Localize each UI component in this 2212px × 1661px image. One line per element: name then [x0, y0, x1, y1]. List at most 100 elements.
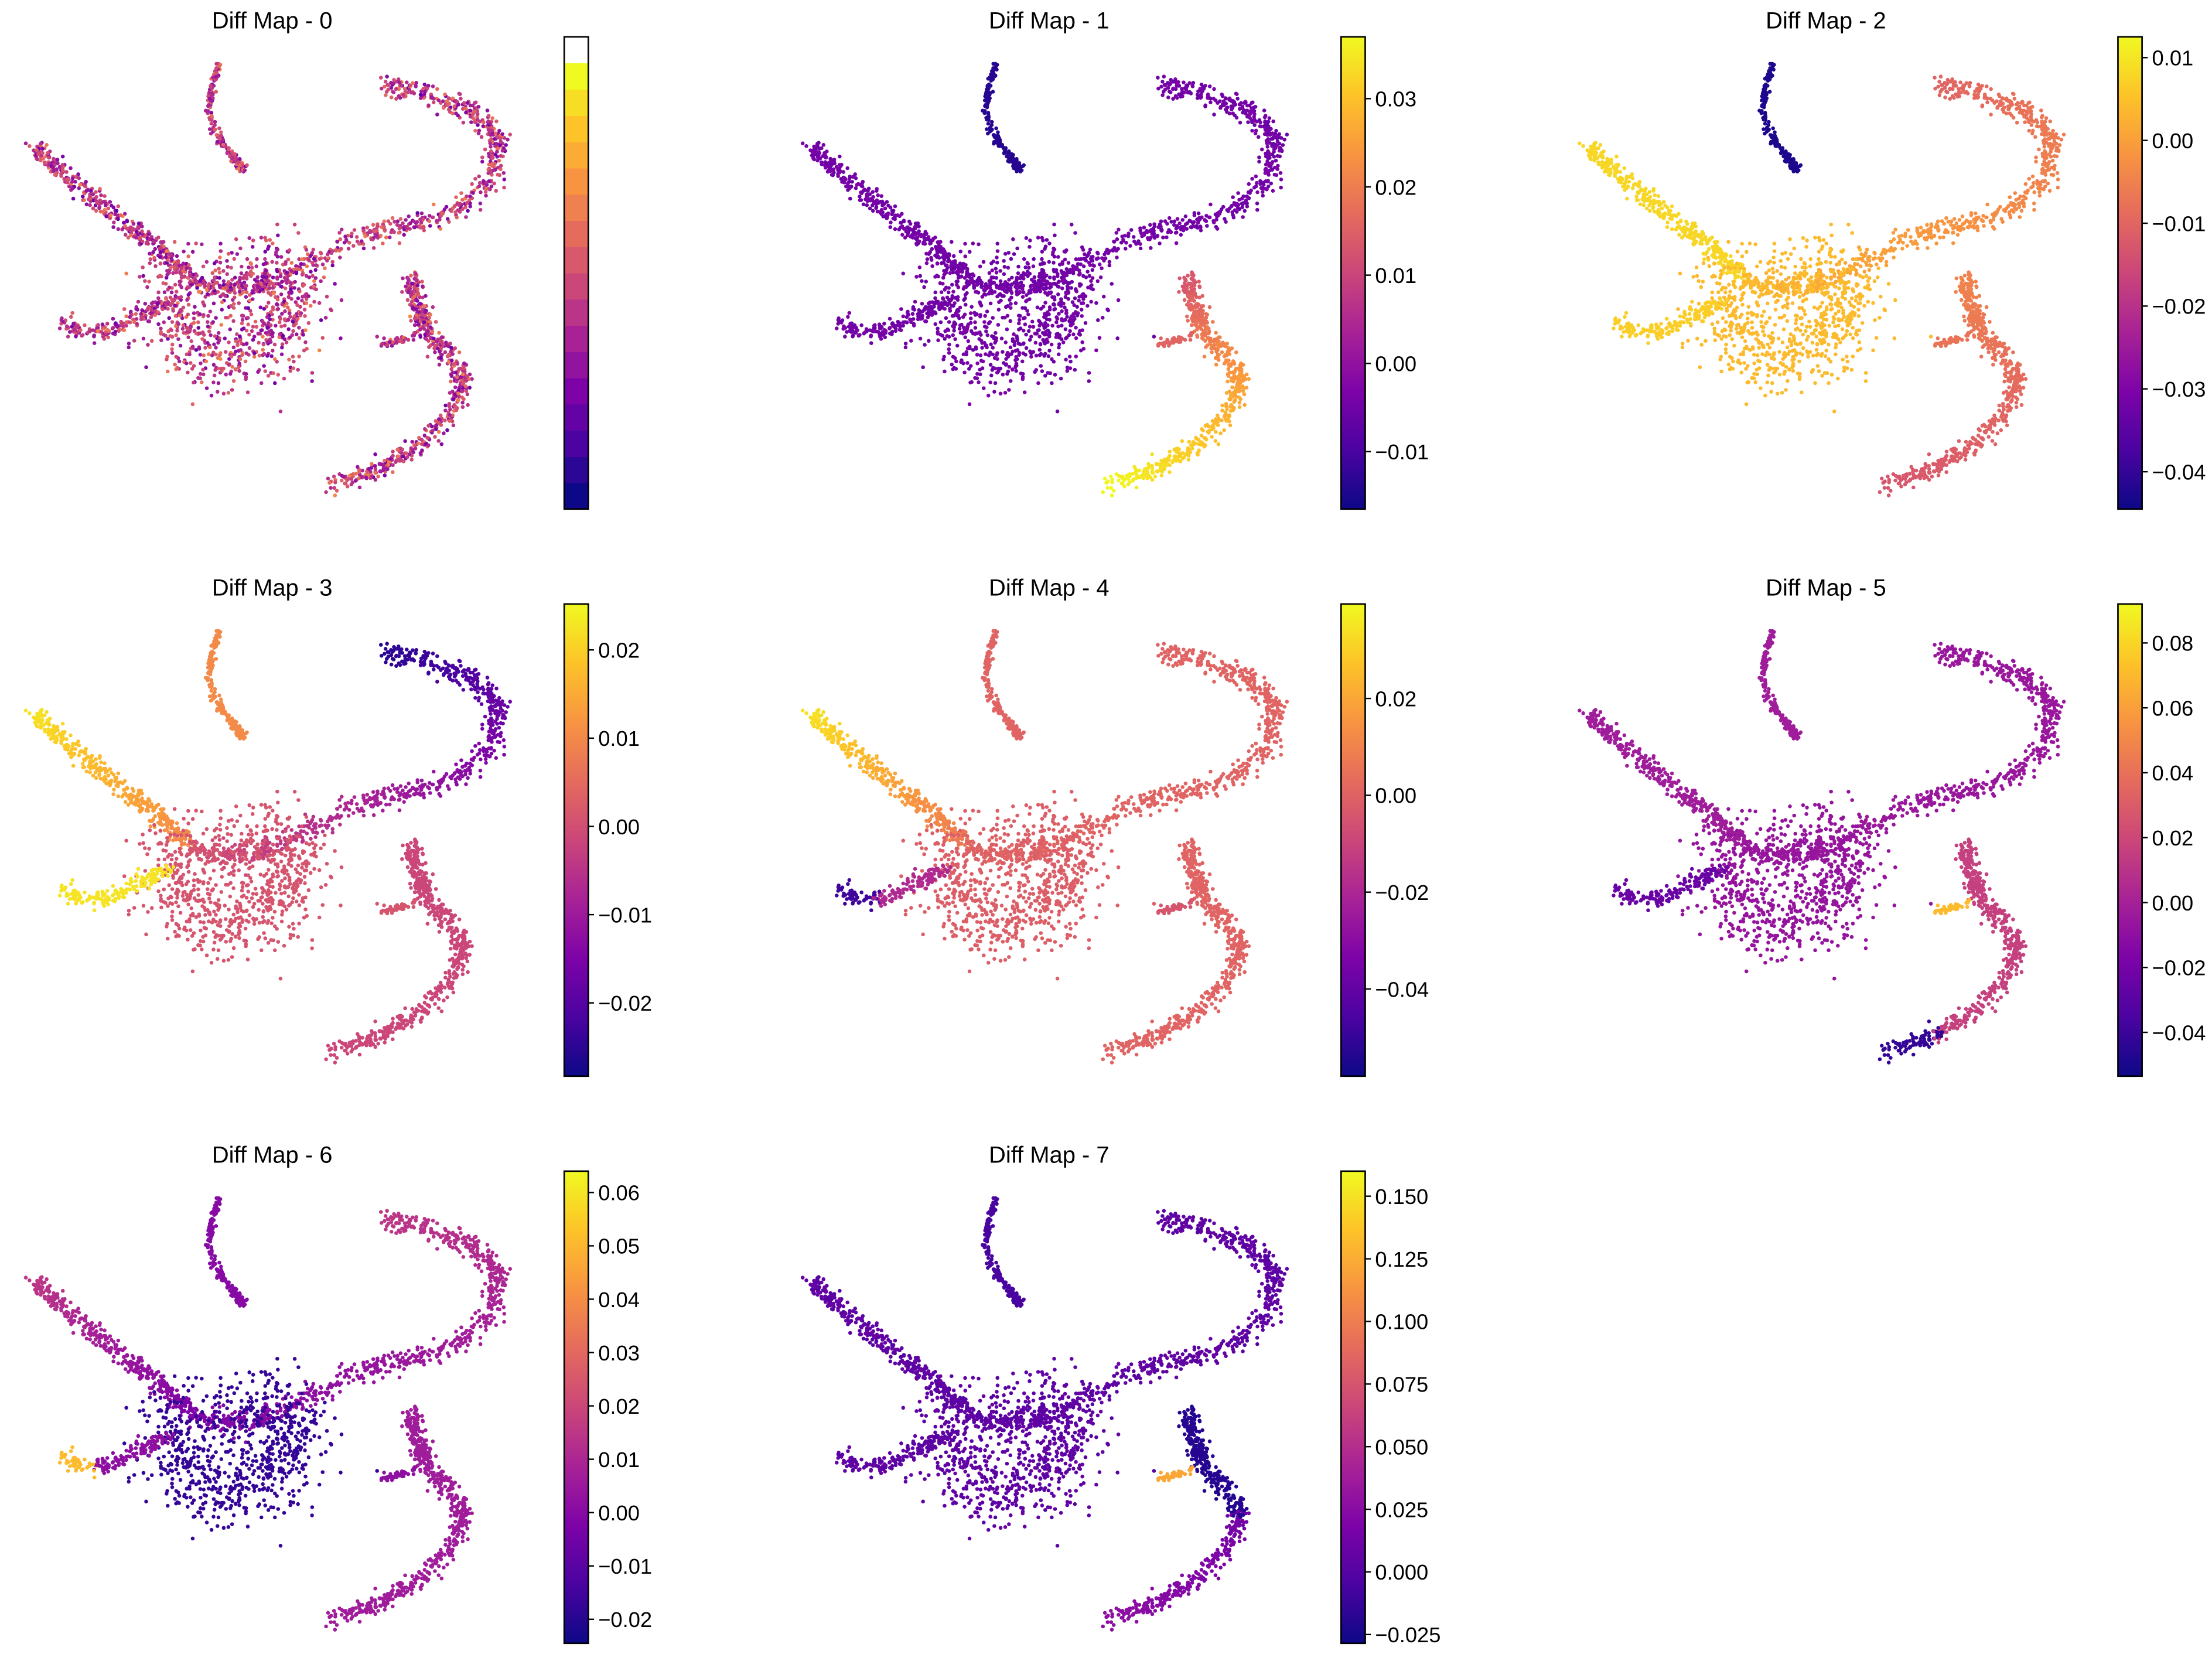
data-point — [1015, 287, 1019, 291]
data-point — [871, 190, 875, 194]
data-point — [409, 274, 413, 278]
data-point — [452, 362, 456, 366]
data-point — [194, 241, 198, 245]
data-point — [1032, 325, 1036, 329]
data-point — [398, 81, 402, 85]
data-point — [172, 265, 176, 270]
data-point — [166, 307, 170, 311]
data-point — [933, 291, 937, 295]
data-point — [286, 295, 291, 299]
data-point — [1084, 321, 1088, 325]
data-point — [495, 150, 499, 154]
data-point — [888, 317, 892, 321]
data-point — [477, 105, 481, 109]
data-point — [462, 101, 466, 105]
data-point — [986, 114, 991, 118]
data-point — [1162, 90, 1166, 94]
data-point — [1022, 257, 1026, 261]
data-point — [292, 323, 296, 328]
data-point — [1179, 93, 1183, 97]
data-point — [139, 318, 144, 322]
data-point — [903, 236, 907, 240]
data-point — [1006, 314, 1010, 318]
colorbar — [564, 37, 588, 510]
data-point — [143, 279, 147, 283]
data-point — [240, 265, 244, 269]
data-point — [1056, 292, 1060, 296]
data-point — [985, 127, 989, 131]
data-point — [1192, 220, 1196, 224]
data-point — [471, 191, 475, 195]
data-point — [397, 454, 401, 458]
data-point — [1242, 201, 1246, 205]
data-point — [74, 335, 78, 339]
data-point — [1018, 291, 1022, 295]
data-point — [192, 316, 196, 320]
data-point — [124, 272, 128, 276]
data-point — [817, 147, 821, 151]
data-point — [962, 370, 967, 374]
data-point — [414, 84, 418, 88]
data-point — [1160, 228, 1164, 232]
data-point — [1083, 253, 1087, 257]
data-point — [933, 296, 937, 301]
data-point — [926, 311, 930, 315]
data-point — [836, 174, 840, 178]
data-point — [230, 157, 234, 161]
data-point — [963, 312, 967, 316]
data-point — [267, 279, 271, 283]
data-point — [1261, 186, 1265, 190]
data-point — [156, 291, 161, 295]
data-point — [947, 328, 951, 332]
data-point — [438, 363, 442, 367]
data-point — [404, 218, 408, 222]
data-point — [842, 325, 846, 329]
data-point — [170, 320, 175, 324]
data-point — [141, 240, 145, 244]
data-point — [1044, 330, 1048, 334]
data-point — [171, 309, 175, 313]
data-point — [480, 155, 484, 159]
data-point — [813, 152, 817, 156]
data-point — [1209, 100, 1213, 104]
data-point — [170, 347, 174, 352]
data-point — [276, 233, 280, 237]
data-point — [152, 256, 156, 260]
data-point — [982, 341, 986, 345]
data-point — [1021, 372, 1025, 376]
data-point — [112, 220, 116, 224]
data-point — [197, 332, 201, 336]
data-point — [916, 318, 920, 322]
data-point — [276, 247, 280, 251]
data-point — [987, 353, 991, 357]
data-point — [115, 209, 119, 213]
data-point — [1177, 221, 1182, 226]
data-point — [218, 284, 222, 288]
data-point — [362, 247, 366, 251]
data-point — [155, 237, 159, 241]
data-point — [275, 277, 279, 281]
data-point — [1028, 245, 1032, 249]
data-point — [411, 296, 415, 301]
data-point — [1197, 212, 1201, 216]
data-point — [989, 374, 994, 378]
data-point — [267, 301, 271, 305]
data-point — [433, 435, 437, 439]
data-point — [1079, 349, 1083, 353]
data-point — [1098, 262, 1102, 267]
data-point — [244, 372, 248, 376]
data-point — [838, 166, 842, 170]
data-point — [291, 329, 295, 333]
data-point — [1071, 267, 1076, 271]
data-point — [117, 204, 121, 209]
data-point — [373, 452, 377, 456]
data-point — [310, 379, 314, 383]
data-point — [161, 308, 165, 312]
data-point — [1033, 285, 1037, 289]
data-point — [498, 144, 502, 148]
data-point — [95, 202, 100, 206]
data-point — [234, 237, 238, 241]
data-point — [1009, 295, 1013, 299]
data-point — [1196, 93, 1200, 97]
data-point — [493, 168, 497, 172]
